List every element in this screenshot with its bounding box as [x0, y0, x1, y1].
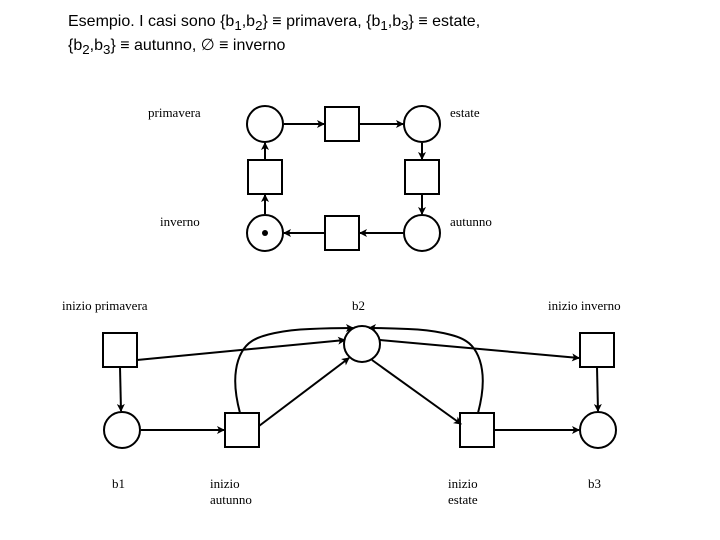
transition-inizio_estate — [460, 413, 494, 447]
svg-text:estate: estate — [450, 105, 480, 120]
svg-text:b2: b2 — [352, 298, 365, 313]
arc — [259, 358, 349, 426]
svg-text:inverno: inverno — [160, 214, 200, 229]
svg-text:b1: b1 — [112, 476, 125, 491]
svg-text:autunno: autunno — [450, 214, 492, 229]
transition-t_left — [248, 160, 282, 194]
place-b2 — [344, 326, 380, 362]
svg-text:inizio inverno: inizio inverno — [548, 298, 621, 313]
petri-net-diagram: primavera estate inverno autunno b1 b2 b3 inizi… — [0, 0, 720, 540]
transition-inizio_autunno — [225, 413, 259, 447]
place-primavera — [247, 106, 283, 142]
svg-text:estate: estate — [448, 492, 478, 507]
svg-text:inizio: inizio — [210, 476, 240, 491]
svg-text:inizio primavera: inizio primavera — [62, 298, 148, 313]
svg-text:primavera: primavera — [148, 105, 201, 120]
transition-t_bottom — [325, 216, 359, 250]
svg-text:inizio: inizio — [448, 476, 478, 491]
arc — [372, 360, 461, 424]
arc — [597, 367, 598, 411]
arc — [380, 340, 579, 358]
svg-text:autunno: autunno — [210, 492, 252, 507]
transition-inizio_inverno — [580, 333, 614, 367]
place-estate — [404, 106, 440, 142]
arc — [137, 340, 345, 360]
place-b3 — [580, 412, 616, 448]
place-b1 — [104, 412, 140, 448]
arc — [120, 367, 121, 411]
transition-t_right — [405, 160, 439, 194]
svg-text:b3: b3 — [588, 476, 601, 491]
place-autunno — [404, 215, 440, 251]
transition-inizio_primavera — [103, 333, 137, 367]
transition-t_top — [325, 107, 359, 141]
